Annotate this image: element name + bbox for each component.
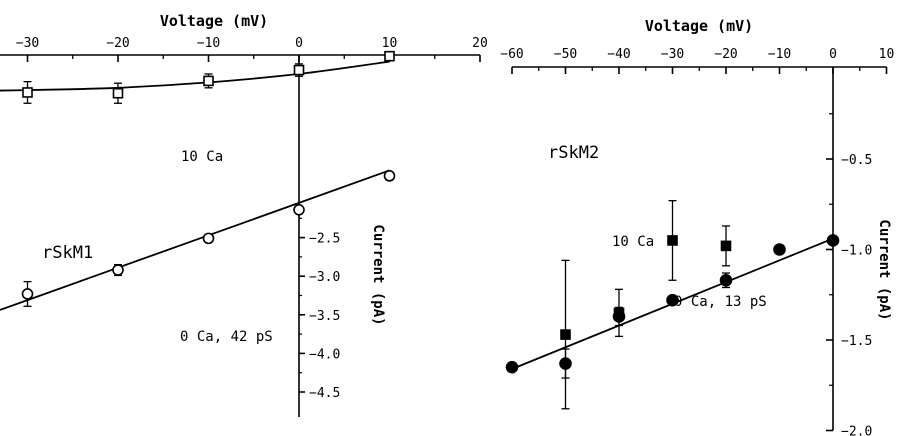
series-label-10ca: 10 Ca xyxy=(181,149,223,165)
x-tick-label: −40 xyxy=(607,47,630,62)
y-tick-label: −4.0 xyxy=(309,347,340,362)
x-tick-label: −30 xyxy=(16,36,39,51)
data-point-10ca xyxy=(560,329,571,340)
y-tick-label: −4.5 xyxy=(309,386,340,401)
x-tick-label: −30 xyxy=(661,47,684,62)
x-tick-label: 20 xyxy=(472,36,488,51)
data-point-0ca xyxy=(293,204,305,216)
data-point-10ca xyxy=(112,87,124,99)
data-point-0ca xyxy=(21,288,34,300)
y-tick-label: −1.0 xyxy=(841,244,872,259)
data-point-10ca xyxy=(720,240,732,252)
data-point-0ca xyxy=(719,273,733,287)
x-axis-title: Voltage (mV) xyxy=(645,17,753,35)
x-tick-label: −60 xyxy=(500,47,523,62)
y-tick-label: −2.5 xyxy=(309,232,340,247)
data-point-0ca xyxy=(826,234,840,247)
data-point-10ca xyxy=(203,75,214,87)
data-point-0ca xyxy=(202,232,215,245)
x-tick-label: −10 xyxy=(197,36,220,51)
data-point-0ca xyxy=(612,310,626,323)
x-tick-label: −20 xyxy=(106,36,129,51)
data-point-10ca xyxy=(22,87,33,98)
series-label-10ca: 10 Ca xyxy=(612,234,654,250)
y-tick-label: −2.0 xyxy=(841,425,872,436)
x-tick-label: −50 xyxy=(554,47,577,62)
chart-panel-rskm2: Voltage (mV) rSkM2 10 Ca 0 Ca, 13 pS Cur… xyxy=(500,17,894,436)
data-point-10ca xyxy=(293,64,305,76)
x-tick-label: −20 xyxy=(714,47,737,62)
y-tick-label: −0.5 xyxy=(841,153,872,168)
x-tick-label: 10 xyxy=(382,36,398,51)
y-axis-title: Current (pA) xyxy=(876,219,892,320)
series-label-0ca: 0 Ca, 13 pS xyxy=(674,294,767,310)
data-point-0ca xyxy=(112,264,124,276)
data-point-0ca xyxy=(773,243,786,256)
data-point-0ca xyxy=(666,293,679,307)
data-point-0ca xyxy=(505,360,519,374)
y-tick-label: −1.5 xyxy=(841,334,872,349)
panel-label: rSkM2 xyxy=(548,143,599,163)
data-point-10ca xyxy=(384,50,395,62)
chart-panel-rskm1: Voltage (mV) rSkM1 10 Ca 0 Ca, 42 pS Cur… xyxy=(0,12,488,417)
x-axis-title: Voltage (mV) xyxy=(160,12,268,30)
panel-label: rSkM1 xyxy=(42,243,93,263)
series-label-0ca: 0 Ca, 42 pS xyxy=(180,329,273,345)
data-point-0ca xyxy=(383,170,396,182)
y-axis-title: Current (pA) xyxy=(370,224,386,325)
data-point-0ca xyxy=(559,357,572,370)
y-tick-label: −3.0 xyxy=(309,270,340,285)
x-tick-label: −10 xyxy=(768,47,791,62)
x-tick-label: 0 xyxy=(829,47,837,62)
x-tick-label: 0 xyxy=(295,36,303,51)
fit-line-10ca xyxy=(0,60,390,92)
data-point-10ca xyxy=(667,235,678,246)
y-tick-label: −3.5 xyxy=(309,309,340,324)
x-tick-label: 10 xyxy=(879,47,895,62)
